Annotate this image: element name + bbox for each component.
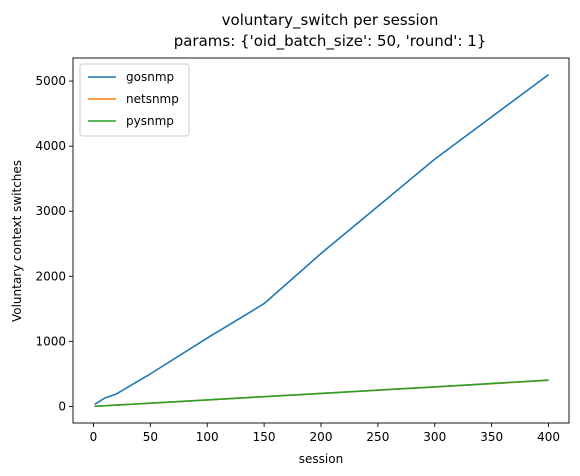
x-tick-label: 50 [143, 430, 158, 444]
x-tick-label: 250 [366, 430, 389, 444]
y-tick-label: 0 [58, 399, 66, 413]
legend-box [79, 63, 190, 137]
y-tick-label: 2000 [35, 269, 66, 283]
x-tick-label: 350 [480, 430, 503, 444]
x-tick-label: 150 [253, 430, 276, 444]
x-tick-label: 200 [310, 430, 333, 444]
legend-label-gosnmp: gosnmp [126, 70, 174, 84]
chart-title: voluntary_switch per session [222, 11, 439, 30]
y-axis-label: Voluntary context switches [10, 160, 24, 322]
x-tick-label: 300 [423, 430, 446, 444]
series-line-gosnmp [94, 73, 549, 406]
legend-label-pysnmp: pysnmp [126, 114, 174, 128]
y-tick-label: 5000 [35, 74, 66, 88]
x-tick-label: 400 [537, 430, 560, 444]
x-axis-label: session [299, 452, 343, 466]
plot-area: 0 50 100 150 200 250 300 350 4000100020003000400… [35, 57, 570, 444]
legend-label-netsnmp: netsnmp [126, 92, 179, 106]
y-tick-label: 1000 [35, 334, 66, 348]
x-tick-label: 0 [90, 430, 98, 444]
series-line-pysnmp [94, 379, 549, 408]
y-tick-label: 3000 [35, 204, 66, 218]
y-tick-label: 4000 [35, 139, 66, 153]
legend: gosnmp netsnmp pysnmp [79, 63, 190, 137]
x-tick-label: 100 [196, 430, 219, 444]
chart-subtitle: params: {'oid_batch_size': 50, 'round': … [174, 32, 487, 51]
